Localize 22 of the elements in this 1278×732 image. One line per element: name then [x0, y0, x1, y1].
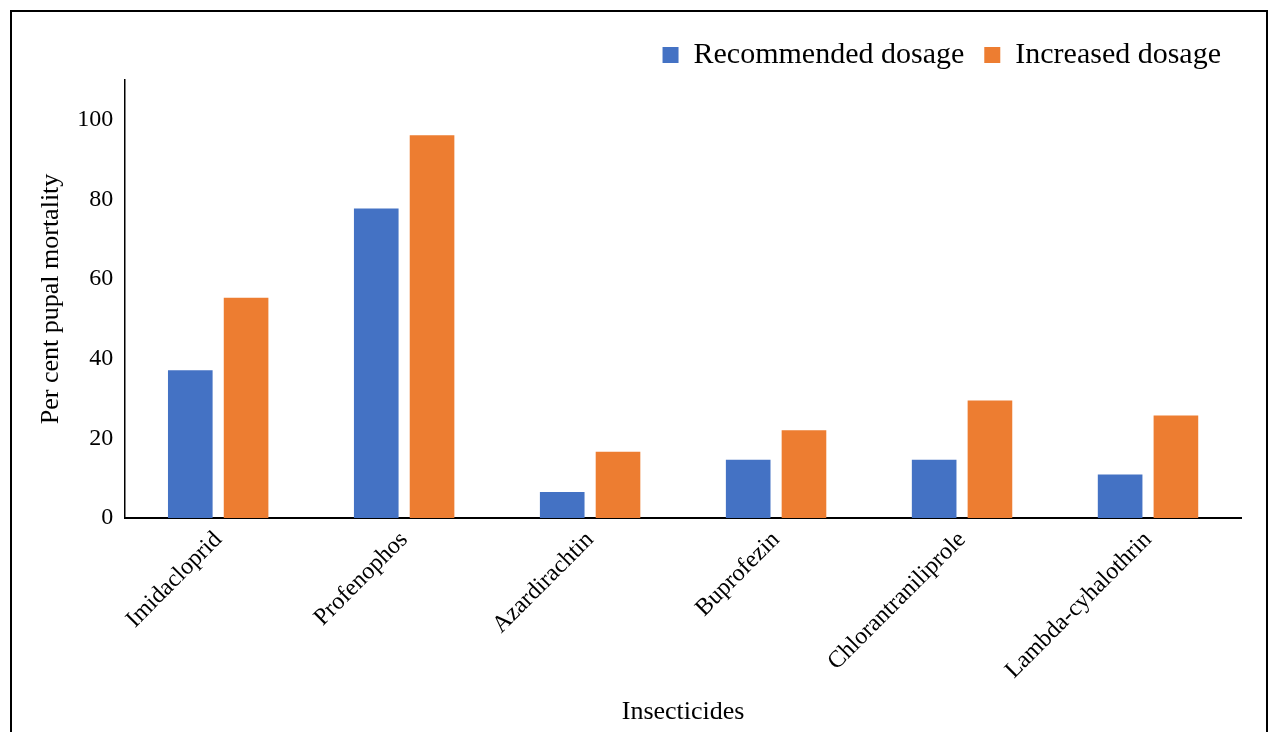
- y-tick-label: 60: [89, 264, 114, 291]
- y-tick-label: 100: [77, 105, 114, 132]
- bar: [1097, 474, 1143, 518]
- bar: [725, 459, 771, 518]
- y-tick-label: 0: [101, 503, 114, 530]
- bar: [353, 208, 399, 518]
- bar: [167, 370, 213, 518]
- bar: [781, 430, 827, 518]
- bar: [967, 400, 1013, 518]
- y-tick-label: 20: [89, 423, 114, 450]
- bar: [409, 135, 455, 518]
- bar: [595, 451, 641, 518]
- bar: [539, 492, 585, 518]
- bar: [911, 459, 957, 518]
- legend-label: Recommended dosage: [693, 35, 965, 69]
- y-tick-label: 40: [89, 343, 114, 370]
- y-axis-title: Per cent pupal mortality: [35, 173, 65, 425]
- x-axis-title: Insecticides: [621, 696, 745, 726]
- y-tick-label: 80: [89, 184, 114, 211]
- bar: [1153, 415, 1199, 518]
- bar: [223, 297, 269, 518]
- legend-label: Increased dosage: [1015, 35, 1222, 69]
